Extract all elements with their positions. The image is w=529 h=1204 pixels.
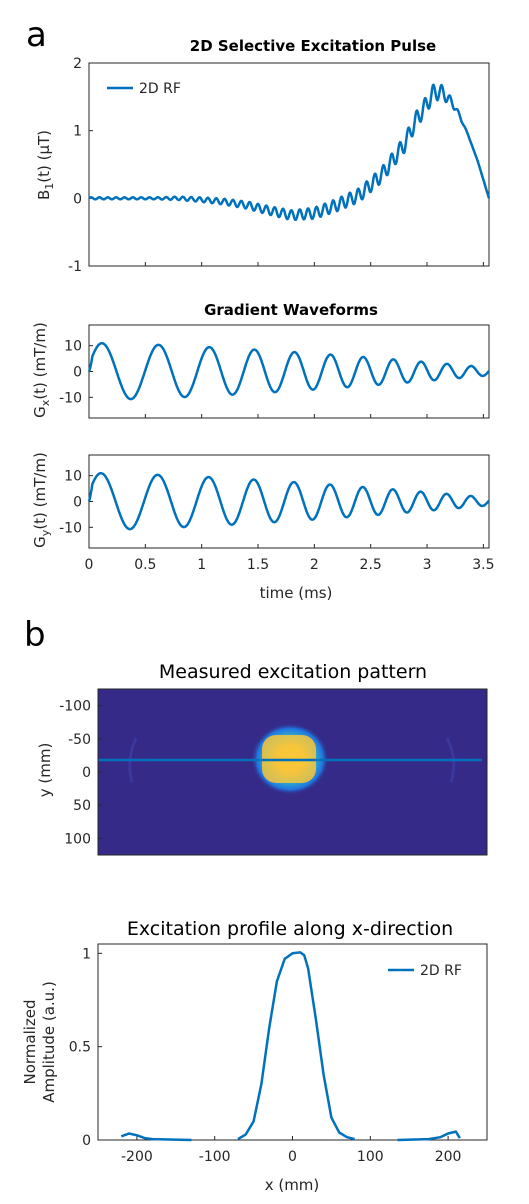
chart5-series-line-segment bbox=[237, 951, 355, 1141]
chart5-ytick-label: 0 bbox=[82, 1133, 91, 1149]
chart5-series-line-segment bbox=[120, 1132, 192, 1142]
chart5-xtick-label: -100 bbox=[199, 1149, 231, 1165]
chart4-ytick-label: -50 bbox=[68, 732, 91, 748]
chart1-title: 2D Selective Excitation Pulse bbox=[190, 37, 436, 55]
chart3-xtick-label: 2.5 bbox=[360, 557, 382, 573]
chart1-ylabel: B1(t) (μT) bbox=[35, 130, 56, 200]
chart2-ytick-label: -10 bbox=[59, 390, 82, 406]
chart5-ticks: 0 0.5 1 -200 -100 0 100 200 bbox=[69, 946, 462, 1165]
chart5-ytick-label: 0.5 bbox=[69, 1040, 91, 1056]
chart4-ytick-label: 100 bbox=[64, 831, 91, 847]
chart2-ylabel: Gx(t) (mT/m) bbox=[31, 322, 52, 418]
chart3-xtick-label: 1.5 bbox=[247, 557, 269, 573]
chart1-ytick-label: 0 bbox=[73, 191, 82, 207]
chart2-ytick-label: 10 bbox=[64, 339, 82, 355]
panel-letter-b: b bbox=[24, 615, 46, 655]
chart3-xtick-label: 3.5 bbox=[472, 557, 494, 573]
chart3-xtick-label: 3 bbox=[423, 557, 432, 573]
chart5-ylabel-line2: Amplitude (a.u.) bbox=[40, 981, 58, 1103]
chart5-xtick-label: 200 bbox=[435, 1149, 462, 1165]
chart2-series-line bbox=[87, 341, 490, 401]
chart3-ticks: -10 0 10 0 0.5 1 1.5 2 2.5 3 3.5 bbox=[59, 469, 494, 573]
chart1-legend-label: 2D RF bbox=[139, 81, 181, 97]
chart1-ytick-label: 1 bbox=[73, 124, 82, 140]
chart2-ytick-label: 0 bbox=[73, 365, 82, 381]
chart5-legend: 2D RF bbox=[388, 963, 462, 979]
panel-letter-a: a bbox=[26, 15, 47, 55]
chart1-ytick-label: -1 bbox=[68, 259, 82, 275]
chart1-series-line bbox=[88, 83, 491, 222]
chart3-ytick-label: -10 bbox=[59, 520, 82, 536]
chart4-ticks: -100 -50 0 50 100 bbox=[59, 699, 102, 847]
chart4-ylabel: y (mm) bbox=[36, 743, 54, 798]
chart5-ylabel-line1: Normalized bbox=[21, 999, 39, 1084]
chart5-series bbox=[120, 951, 461, 1142]
chart1-axes-box bbox=[88, 62, 490, 267]
chart5-series-line-segment bbox=[397, 1130, 461, 1142]
chart3-ytick-label: 10 bbox=[64, 469, 82, 485]
chart3-xtick-label: 2 bbox=[310, 557, 319, 573]
chart4-ytick-label: 50 bbox=[73, 798, 91, 814]
chart1-ticks: -1 0 1 2 bbox=[68, 56, 484, 275]
chart5-title: Excitation profile along x-direction bbox=[127, 918, 453, 940]
chart1-legend: 2D RF bbox=[107, 81, 181, 97]
chart3-xtick-label: 0 bbox=[85, 557, 94, 573]
chart2-ticks: -10 0 10 bbox=[59, 339, 484, 418]
chart3-axes-box bbox=[88, 454, 490, 549]
chart2-title: Gradient Waveforms bbox=[204, 301, 378, 319]
chart5-xtick-label: -200 bbox=[121, 1149, 153, 1165]
chart3-ylabel: Gy(t) (mT/m) bbox=[31, 452, 52, 548]
chart3-xlabel: time (ms) bbox=[260, 584, 333, 602]
chart3-ytick-label: 0 bbox=[73, 495, 82, 511]
chart5-ytick-label: 1 bbox=[82, 946, 91, 962]
chart4-title: Measured excitation pattern bbox=[159, 661, 427, 683]
chart5-legend-label: 2D RF bbox=[420, 963, 462, 979]
chart4-ytick-label: 0 bbox=[82, 765, 91, 781]
chart5-xtick-label: 100 bbox=[357, 1149, 384, 1165]
chart4-ytick-label: -100 bbox=[59, 699, 91, 715]
chart3-series-line bbox=[87, 471, 490, 531]
chart3-xtick-label: 1 bbox=[197, 557, 206, 573]
chart5-xtick-label: 0 bbox=[288, 1149, 297, 1165]
chart3-xtick-label: 0.5 bbox=[134, 557, 156, 573]
chart5-xlabel: x (mm) bbox=[265, 1176, 320, 1194]
chart1-ytick-label: 2 bbox=[73, 56, 82, 72]
